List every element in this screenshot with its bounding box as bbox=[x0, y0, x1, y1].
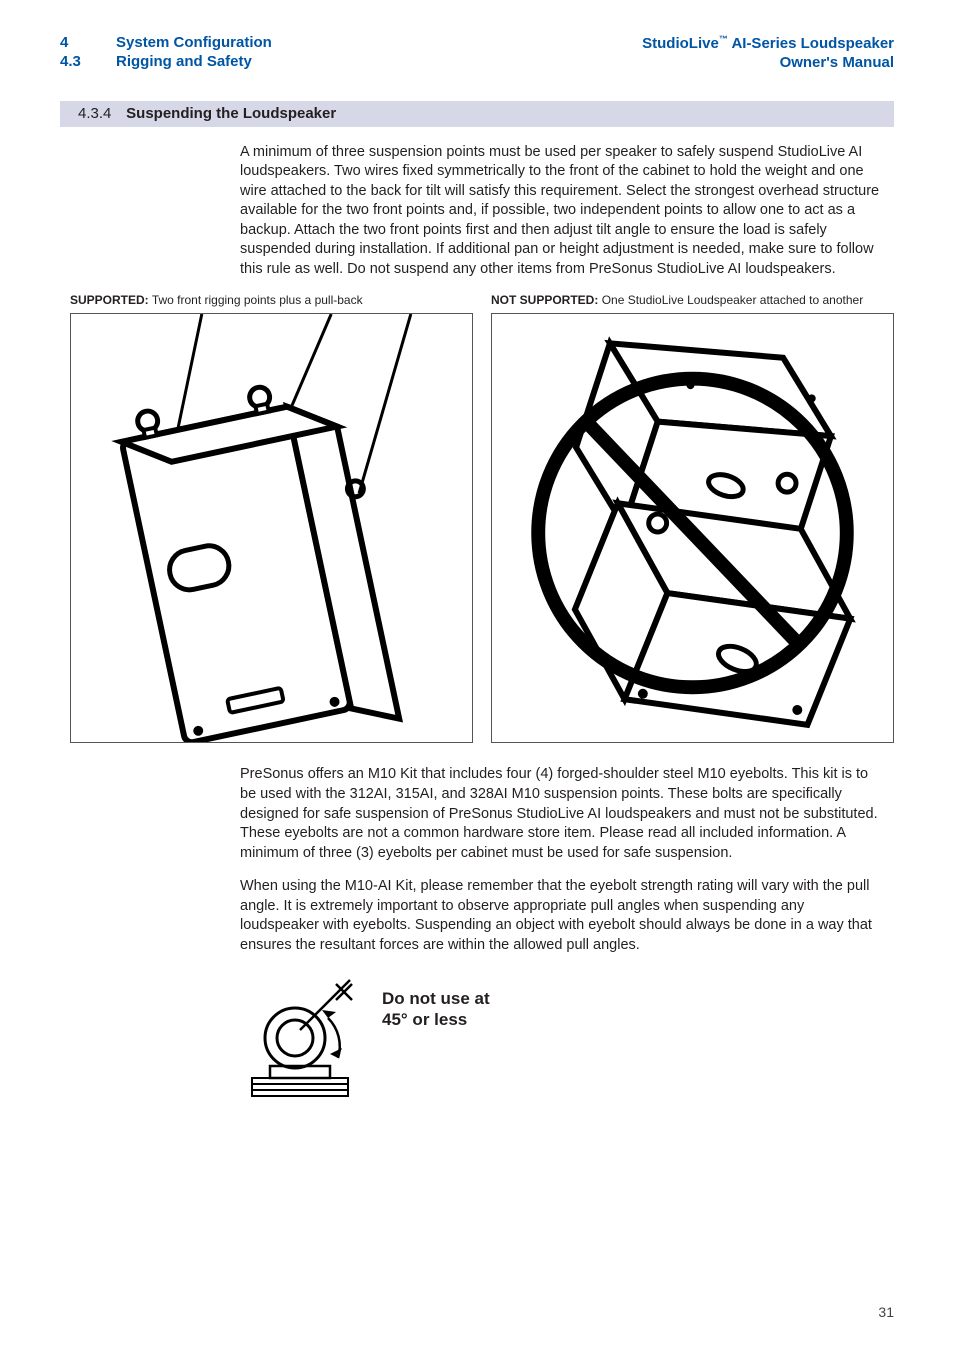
supported-illustration bbox=[70, 313, 473, 743]
subsection-number: 4.3 bbox=[60, 53, 88, 72]
figure-not-supported: NOT SUPPORTED: One StudioLive Loudspeake… bbox=[491, 293, 894, 743]
page-number: 31 bbox=[878, 1304, 894, 1320]
paragraph-2: PreSonus offers an M10 Kit that includes… bbox=[240, 765, 884, 863]
notsupported-illustration bbox=[491, 313, 894, 743]
eyebolt-line1: Do not use at bbox=[382, 988, 490, 1009]
supported-label: SUPPORTED: bbox=[70, 293, 149, 307]
trademark-symbol: ™ bbox=[719, 34, 728, 44]
page-header: 4 4.3 System Configuration Rigging and S… bbox=[60, 34, 894, 73]
figures-row: SUPPORTED: Two front rigging points plus… bbox=[70, 293, 894, 743]
product-series: AI-Series Loudspeaker bbox=[731, 35, 894, 52]
subsection-title: Rigging and Safety bbox=[116, 53, 272, 72]
supported-text: Two front rigging points plus a pull-bac… bbox=[152, 293, 363, 307]
figure-supported: SUPPORTED: Two front rigging points plus… bbox=[70, 293, 473, 743]
section-title: System Configuration bbox=[116, 34, 272, 53]
heading-number: 4.3.4 bbox=[78, 105, 122, 122]
heading-title: Suspending the Loudspeaker bbox=[126, 105, 336, 122]
eyebolt-figure: Do not use at 45° or less bbox=[240, 970, 894, 1100]
eyebolt-warning: Do not use at 45° or less bbox=[382, 988, 490, 1031]
section-number: 4 bbox=[60, 34, 88, 53]
paragraph-1: A minimum of three suspension points mus… bbox=[240, 143, 884, 280]
eyebolt-icon bbox=[240, 970, 370, 1100]
eyebolt-line2: 45° or less bbox=[382, 1009, 490, 1030]
manual-label: Owner's Manual bbox=[642, 54, 894, 73]
notsupported-label: NOT SUPPORTED: bbox=[491, 293, 598, 307]
section-heading-bar: 4.3.4 Suspending the Loudspeaker bbox=[60, 101, 894, 127]
product-name: StudioLive bbox=[642, 35, 719, 52]
header-right: StudioLive™ AI-Series Loudspeaker Owner'… bbox=[642, 34, 894, 73]
paragraph-3: When using the M10-AI Kit, please rememb… bbox=[240, 877, 884, 955]
notsupported-text: One StudioLive Loudspeaker attached to a… bbox=[602, 293, 864, 307]
header-left: 4 4.3 System Configuration Rigging and S… bbox=[60, 34, 272, 73]
